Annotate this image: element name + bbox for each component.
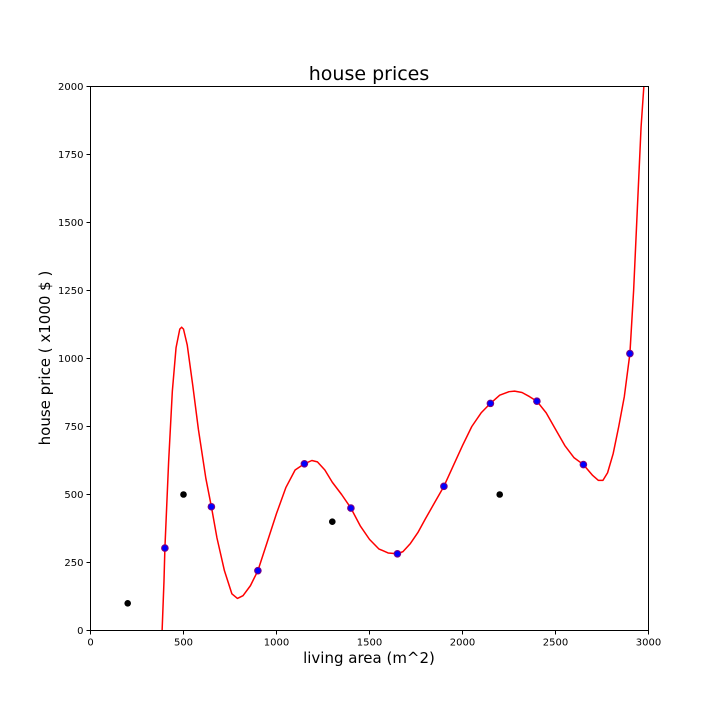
- x-tick-label: 2500: [543, 638, 568, 649]
- y-tick-label: 1250: [58, 286, 83, 297]
- blue-data-point: [347, 504, 355, 512]
- fit-curve-line: [161, 86, 645, 631]
- blue-data-point: [579, 460, 588, 469]
- y-tick-label: 500: [64, 490, 83, 501]
- x-axis-title: living area (m^2): [303, 649, 435, 667]
- y-tick-label: 1750: [58, 150, 83, 161]
- blue-data-point: [486, 399, 495, 408]
- blue-data-point: [533, 397, 541, 406]
- y-axis-title: house price ( x1000 $ ): [36, 271, 54, 446]
- blue-data-point: [440, 482, 448, 491]
- x-tick-label: 3000: [636, 638, 661, 649]
- blue-data-point: [207, 502, 216, 511]
- black-data-point: [180, 491, 187, 498]
- y-tick-label: 250: [64, 558, 83, 569]
- blue-data-point: [300, 459, 309, 468]
- x-tick-label: 2000: [450, 638, 475, 649]
- x-tick-label: 1500: [357, 638, 382, 649]
- y-tick-label: 1000: [58, 354, 83, 365]
- x-tick-label: 0: [87, 638, 93, 649]
- plot-frame: [90, 86, 649, 631]
- x-tick-label: 500: [174, 638, 193, 649]
- y-tick-label: 2000: [58, 82, 83, 93]
- y-tick-label: 750: [64, 422, 83, 433]
- x-tick-label: 1000: [264, 638, 289, 649]
- blue-data-point: [626, 349, 634, 358]
- black-data-point: [496, 491, 504, 498]
- blue-data-point: [254, 566, 262, 575]
- black-data-point: [329, 518, 336, 525]
- blue-data-point: [161, 544, 169, 552]
- blue-data-point: [393, 549, 402, 558]
- black-data-point: [124, 600, 131, 607]
- y-tick-label: 1500: [58, 218, 83, 229]
- y-tick-label: 0: [77, 626, 83, 637]
- chart-title: house prices: [309, 63, 430, 85]
